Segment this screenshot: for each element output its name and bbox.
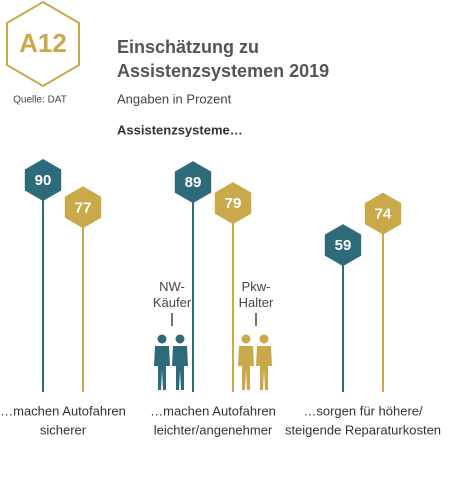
- legend-figure: [259, 334, 269, 344]
- value-label: 77: [75, 199, 92, 216]
- category-label: …sorgen für höhere/: [303, 403, 423, 418]
- value-label: 90: [35, 172, 52, 189]
- hex-marker: [174, 161, 212, 204]
- hex-marker: [64, 186, 102, 229]
- value-label: 74: [375, 206, 392, 223]
- value-label: 79: [225, 195, 242, 212]
- badge-hexagon: [6, 0, 80, 88]
- heading: Assistenzsysteme…: [117, 122, 243, 137]
- legend-figure: [256, 346, 272, 390]
- category-label: sicherer: [40, 422, 87, 437]
- legend-figure: [157, 334, 167, 344]
- value-label: 59: [335, 237, 352, 254]
- legend-label: Pkw-Halter: [238, 279, 274, 310]
- hex-marker: [364, 192, 402, 235]
- legend-label: NW-Käufer: [152, 279, 192, 310]
- category-label: …machen Autofahren: [150, 403, 276, 418]
- category-label: …machen Autofahren: [0, 403, 126, 418]
- legend-figure: [172, 346, 188, 390]
- badge: A12: [19, 28, 67, 58]
- category-label: steigende Reparaturkosten: [285, 422, 441, 437]
- legend-figure: [175, 334, 185, 344]
- value-label: 89: [185, 174, 202, 191]
- hex-marker: [214, 182, 252, 225]
- category-label: leichter/angenehmer: [154, 422, 273, 437]
- legend-figure: [154, 346, 170, 390]
- legend-figure: [238, 346, 254, 390]
- chart-title: Einschätzung zu: [117, 37, 259, 57]
- hex-marker: [324, 224, 362, 267]
- source: Quelle: DAT: [13, 95, 67, 106]
- hex-marker: [24, 159, 62, 201]
- legend-figure: [241, 334, 251, 344]
- subtitle: Angaben in Prozent: [117, 91, 232, 106]
- chart-title: Assistenzsystemen 2019: [117, 61, 329, 81]
